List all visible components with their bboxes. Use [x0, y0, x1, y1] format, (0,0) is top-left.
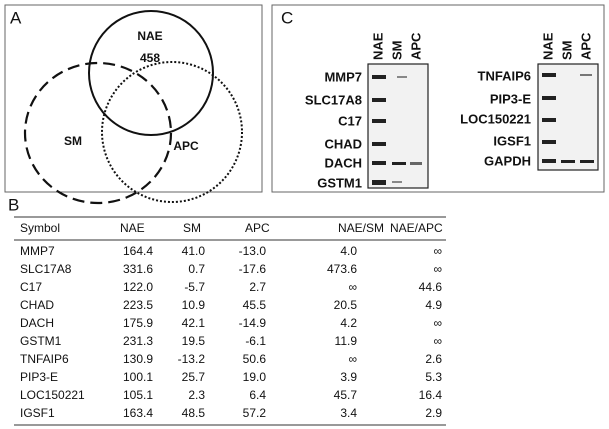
table-cell: -13.2 [178, 352, 206, 366]
venn-count: 458 [140, 51, 160, 65]
table-cell: 223.5 [123, 298, 153, 312]
gene-label: GSTM1 [317, 175, 362, 190]
table-header: APC [245, 221, 270, 235]
table-header: NAE/SM [338, 221, 384, 235]
venn-label: NAE [137, 29, 162, 43]
table-cell: MMP7 [20, 244, 55, 258]
table-cell: 473.6 [327, 262, 357, 276]
table-cell: 20.5 [334, 298, 358, 312]
table-cell: LOC150221 [20, 388, 85, 402]
gene-label: LOC150221 [460, 111, 531, 126]
table-cell: 4.0 [340, 244, 357, 258]
table-header: NAE [120, 221, 145, 235]
panel-label: A [10, 8, 22, 27]
panel-label: C [281, 8, 293, 27]
gene-label: SLC17A8 [305, 92, 362, 107]
table-cell: 19.5 [182, 334, 206, 348]
gel [538, 64, 598, 170]
table-cell: 2.7 [249, 280, 266, 294]
table-cell: 10.9 [182, 298, 206, 312]
lane-label: SM [389, 41, 404, 61]
gel [368, 64, 428, 188]
lane-label: NAE [540, 32, 555, 60]
table-cell: C17 [20, 280, 42, 294]
table-cell: IGSF1 [20, 406, 55, 420]
gene-label: IGSF1 [493, 133, 531, 148]
table-cell: 41.0 [182, 244, 206, 258]
table-cell: SLC17A8 [20, 262, 72, 276]
table-cell: 4.2 [340, 316, 357, 330]
table-cell: 2.3 [188, 388, 205, 402]
table-cell: -14.9 [239, 316, 267, 330]
table-cell: 122.0 [123, 280, 153, 294]
table-cell: 164.4 [123, 244, 153, 258]
panel-label: B [8, 195, 19, 214]
gene-label: DACH [324, 155, 362, 170]
lane-label: NAE [370, 32, 385, 60]
table-cell: GSTM1 [20, 334, 62, 348]
venn-circle-sm [25, 63, 171, 203]
lane-label: APC [578, 32, 593, 60]
table-cell: 100.1 [123, 370, 153, 384]
gene-label: MMP7 [324, 69, 362, 84]
gene-label: PIP3-E [490, 91, 532, 106]
table-cell: 105.1 [123, 388, 153, 402]
gene-label: GAPDH [484, 153, 531, 168]
table-cell: 45.5 [243, 298, 267, 312]
table-cell: 175.9 [123, 316, 153, 330]
table-cell: -6.1 [245, 334, 266, 348]
table-header: Symbol [20, 221, 60, 235]
table-cell: 6.4 [249, 388, 266, 402]
table-cell: 331.6 [123, 262, 153, 276]
table-cell: PIP3-E [20, 370, 58, 384]
venn-label: SM [64, 134, 82, 148]
table-cell: 2.9 [425, 406, 442, 420]
figure: A NAE 458 SM APC C NAE SM APC MMP7 SLC17A8 C1… [0, 0, 609, 429]
table-cell: 57.2 [243, 406, 267, 420]
table-cell: ∞ [433, 334, 442, 348]
table-cell: 44.6 [419, 280, 443, 294]
table-cell: 4.9 [425, 298, 442, 312]
table-cell: ∞ [433, 262, 442, 276]
table-cell: 19.0 [243, 370, 267, 384]
lane-label: APC [408, 32, 423, 60]
table-cell: 16.4 [419, 388, 443, 402]
table-cell: 130.9 [123, 352, 153, 366]
table-cell: 3.9 [340, 370, 357, 384]
table-cell: DACH [20, 316, 54, 330]
table-cell: ∞ [433, 316, 442, 330]
table-cell: -13.0 [239, 244, 267, 258]
table-cell: TNFAIP6 [20, 352, 69, 366]
table-cell: 42.1 [182, 316, 206, 330]
panel-a-frame [5, 5, 262, 192]
lane-label: SM [559, 41, 574, 61]
table-cell: CHAD [20, 298, 54, 312]
table-cell: 3.4 [340, 406, 357, 420]
table-cell: ∞ [348, 280, 357, 294]
gene-label: C17 [338, 113, 362, 128]
gene-label: TNFAIP6 [478, 68, 531, 83]
table-cell: -5.7 [184, 280, 205, 294]
table-cell: 45.7 [334, 388, 358, 402]
table-cell: 0.7 [188, 262, 205, 276]
table-cell: 48.5 [182, 406, 206, 420]
table-cell: 25.7 [182, 370, 206, 384]
table-cell: 163.4 [123, 406, 153, 420]
table-cell: 11.9 [335, 334, 358, 348]
table-cell: 50.6 [243, 352, 267, 366]
venn-label: APC [173, 139, 199, 153]
table-header: NAE/APC [390, 221, 443, 235]
gene-label: CHAD [324, 136, 362, 151]
table-cell: ∞ [348, 352, 357, 366]
table-header: SM [183, 221, 201, 235]
table-cell: 231.3 [123, 334, 153, 348]
table-cell: -17.6 [239, 262, 267, 276]
table-cell: 5.3 [425, 370, 442, 384]
table-cell: 2.6 [425, 352, 442, 366]
table-cell: ∞ [433, 244, 442, 258]
table: Symbol NAE SM APC NAE/SM NAE/APC MMP7 164.4 41.0… [20, 221, 443, 420]
